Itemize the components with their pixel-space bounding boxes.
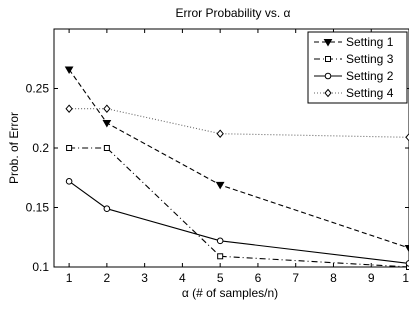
data-point: [104, 206, 110, 212]
data-point: [67, 146, 72, 151]
legend: Setting 1 Setting 3 Setting 2 Setting 4: [308, 32, 407, 103]
legend-label: Setting 4: [346, 86, 394, 100]
x-tick-label: 8: [330, 271, 337, 285]
x-tick-label: 9: [368, 271, 375, 285]
data-point: [325, 73, 331, 79]
y-tick-label: 0.1: [32, 260, 49, 274]
legend-label: Setting 3: [346, 52, 394, 66]
x-tick-label: 3: [141, 271, 148, 285]
y-tick-label: 0.15: [26, 201, 50, 215]
data-point: [326, 57, 331, 62]
x-tick-label: 4: [179, 271, 186, 285]
x-tick-label: 2: [104, 271, 111, 285]
x-tick-label: 6: [255, 271, 262, 285]
data-point: [66, 179, 72, 185]
x-tick-label: 7: [292, 271, 299, 285]
legend-label: Setting 1: [346, 35, 394, 49]
x-tick-label: 10: [402, 271, 409, 285]
y-axis-label: Prob. of Error: [7, 112, 21, 184]
data-point: [217, 238, 223, 244]
data-point: [104, 146, 109, 151]
chart-title: Error Probability vs. α: [176, 6, 291, 20]
data-point: [218, 254, 223, 259]
legend-label: Setting 2: [346, 69, 394, 83]
x-axis-label: α (# of samples/n): [182, 286, 278, 300]
y-tick-label: 0.2: [32, 141, 49, 155]
x-tick-label: 1: [66, 271, 73, 285]
x-tick-label: 5: [217, 271, 224, 285]
y-tick-label: 0.25: [26, 82, 50, 96]
